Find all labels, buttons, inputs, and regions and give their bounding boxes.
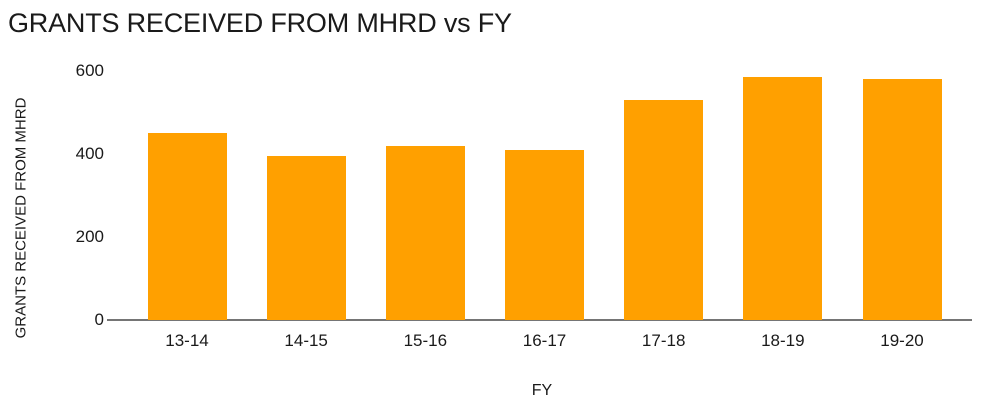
- y-tick-label: 0: [94, 310, 104, 329]
- x-tick-label: 17-18: [641, 331, 686, 350]
- x-tick-label: 15-16: [403, 331, 448, 350]
- x-tick-label: 19-20: [880, 331, 924, 350]
- bar-13-14[interactable]: [147, 133, 227, 320]
- bar-14-15[interactable]: [266, 156, 346, 320]
- bar-19-20[interactable]: [862, 79, 942, 320]
- x-tick-label: 18-19: [761, 331, 805, 350]
- x-axis-title: FY: [531, 382, 553, 399]
- y-tick-label: 400: [75, 144, 104, 163]
- x-tick-label: 16-17: [522, 331, 567, 350]
- y-tick-label: 600: [75, 61, 104, 80]
- x-tick-label: 13-14: [165, 331, 209, 350]
- y-axis-title: GRANTS RECEIVED FROM MHRD: [12, 97, 30, 339]
- bar-17-18[interactable]: [624, 100, 704, 320]
- bar-15-16[interactable]: [385, 145, 465, 320]
- y-tick-label: 200: [75, 227, 104, 246]
- bar-16-17[interactable]: [505, 149, 584, 320]
- chart-title: GRANTS RECEIVED FROM MHRD vs FY: [8, 8, 512, 38]
- bar-18-19[interactable]: [743, 77, 823, 320]
- x-tick-label: 14-15: [284, 331, 328, 350]
- x-axis-line: [107, 319, 972, 321]
